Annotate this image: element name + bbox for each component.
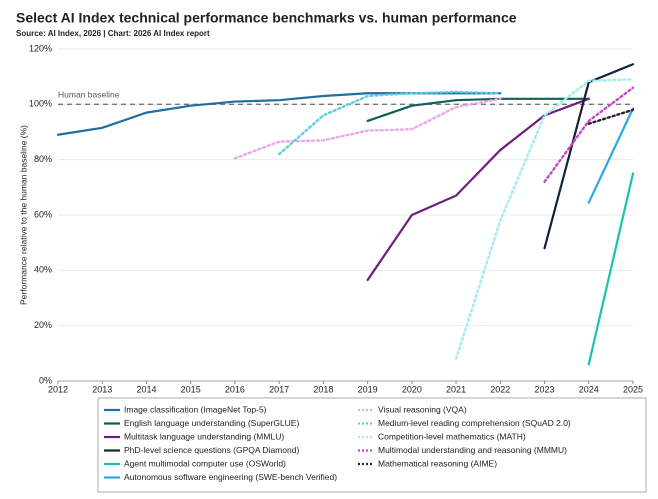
x-tick-label: 2015 bbox=[181, 384, 201, 394]
data-line bbox=[366, 97, 590, 123]
y-axis-label: Performance relative to the human baseli… bbox=[18, 125, 28, 305]
data-line bbox=[587, 172, 635, 366]
legend-label: Medium-level reading comprehension (SQuA… bbox=[378, 418, 571, 428]
legend-label: Agent multimodal computer use (OSWorld) bbox=[124, 458, 286, 468]
chart-subtitle: Source: AI Index, 2026 | Chart: 2026 AI … bbox=[16, 29, 210, 38]
data-line bbox=[543, 86, 635, 183]
y-tick-label: 80% bbox=[34, 154, 52, 164]
y-tick-label: 60% bbox=[34, 209, 52, 219]
data-line bbox=[454, 78, 635, 361]
data-line bbox=[277, 90, 502, 156]
x-tick-label: 2013 bbox=[92, 384, 112, 394]
legend-label: Visual reasoning (VQA) bbox=[378, 404, 467, 414]
y-tick-label: 120% bbox=[29, 43, 52, 53]
x-tick-label: 2023 bbox=[535, 384, 555, 394]
legend-label: Mathematical reasoning (AIME) bbox=[378, 458, 497, 468]
legend-label: Competition-level mathematics (MATH) bbox=[378, 431, 526, 441]
y-tick-label: 100% bbox=[29, 99, 52, 109]
x-tick-label: 2022 bbox=[490, 384, 510, 394]
baseline-label: Human baseline bbox=[58, 90, 120, 100]
data-line bbox=[587, 108, 635, 125]
x-tick-label: 2025 bbox=[623, 384, 643, 394]
x-tick-label: 2019 bbox=[358, 384, 378, 394]
legend-label: PhD-level science questions (GPQA Diamon… bbox=[124, 445, 299, 455]
x-tick-label: 2017 bbox=[269, 384, 289, 394]
x-tick-label: 2018 bbox=[313, 384, 333, 394]
x-tick-label: 2021 bbox=[446, 384, 466, 394]
data-line bbox=[587, 107, 635, 204]
x-tick-label: 2014 bbox=[136, 384, 156, 394]
legend-label: Multitask language understanding (MMLU) bbox=[124, 431, 284, 441]
chart-title: Select AI Index technical performance be… bbox=[16, 10, 517, 26]
x-tick-label: 2020 bbox=[402, 384, 422, 394]
data-line bbox=[366, 97, 590, 282]
legend-label: Image classification (ImageNet Top-5) bbox=[124, 404, 267, 414]
y-tick-label: 0% bbox=[39, 375, 52, 385]
data-line bbox=[233, 97, 502, 160]
legend-box bbox=[97, 397, 647, 493]
legend-label: Autonomous software engineering (SWE-ben… bbox=[124, 472, 337, 482]
legend-label: Multimodal understanding and reasoning (… bbox=[378, 445, 567, 455]
x-tick-label: 2012 bbox=[48, 384, 68, 394]
y-tick-label: 40% bbox=[34, 265, 52, 275]
legend-label: English language understanding (SuperGLU… bbox=[124, 418, 299, 428]
y-tick-label: 20% bbox=[34, 320, 52, 330]
x-tick-label: 2016 bbox=[225, 384, 245, 394]
x-tick-label: 2024 bbox=[579, 384, 599, 394]
